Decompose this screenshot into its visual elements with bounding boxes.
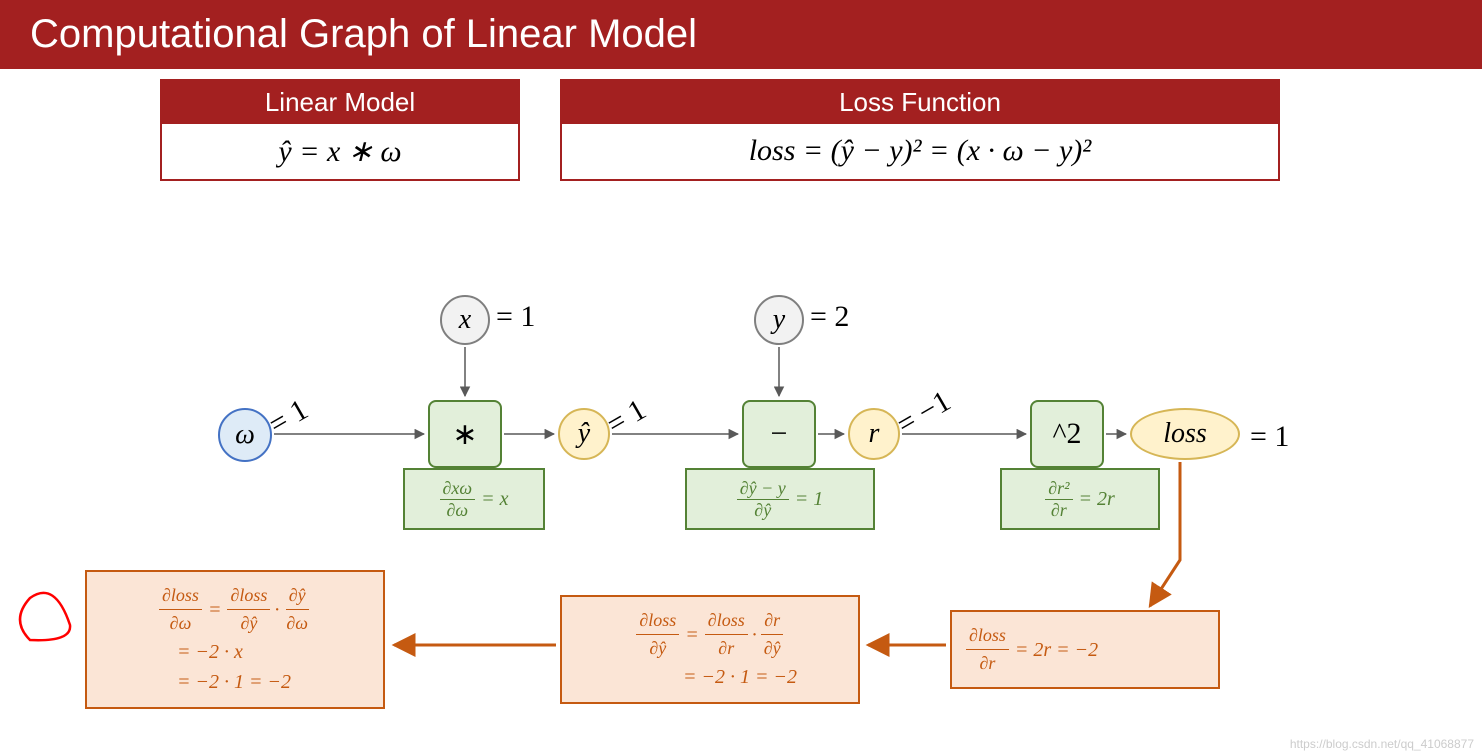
deriv-subtract: ∂ŷ − y∂ŷ = 1 [685,468,875,530]
panel-linear-body: ŷ = x ∗ ω [162,124,518,179]
node-loss-value: = 1 [1250,420,1289,454]
node-square: ^2 [1030,400,1104,468]
panel-loss-function: Loss Function loss = (ŷ − y)² = (x · ω −… [560,79,1280,181]
page-title: Computational Graph of Linear Model [30,12,697,56]
node-subtract: − [742,400,816,468]
node-x-value: = 1 [496,300,535,334]
bp-box-dloss-dyhat: ∂loss∂ŷ = ∂loss∂r · ∂r∂ŷ = −2 · 1 = −2 [560,595,860,704]
node-loss: loss [1130,408,1240,460]
node-multiply: ∗ [428,400,502,468]
formula-panels: Linear Model ŷ = x ∗ ω Loss Function los… [0,69,1482,191]
panel-linear-model: Linear Model ŷ = x ∗ ω [160,79,520,181]
bp-box-dloss-dr: ∂loss∂r = 2r = −2 [950,610,1220,689]
title-bar: Computational Graph of Linear Model [0,0,1482,69]
panel-loss-body: loss = (ŷ − y)² = (x · ω − y)² [562,124,1278,178]
bp-box-dloss-domega: ∂loss∂ω = ∂loss∂ŷ · ∂ŷ∂ω = −2 · x = −2 ·… [85,570,385,709]
node-y-value: = 2 [810,300,849,334]
node-omega: ω [218,408,272,462]
deriv-multiply: ∂xω∂ω = x [403,468,545,530]
panel-loss-header: Loss Function [562,81,1278,124]
node-x: x [440,295,490,345]
panel-linear-header: Linear Model [162,81,518,124]
node-y: y [754,295,804,345]
node-r-value: = −1 [891,384,957,442]
deriv-square: ∂r²∂r = 2r [1000,468,1160,530]
watermark: https://blog.csdn.net/qq_41068877 [1290,737,1474,751]
